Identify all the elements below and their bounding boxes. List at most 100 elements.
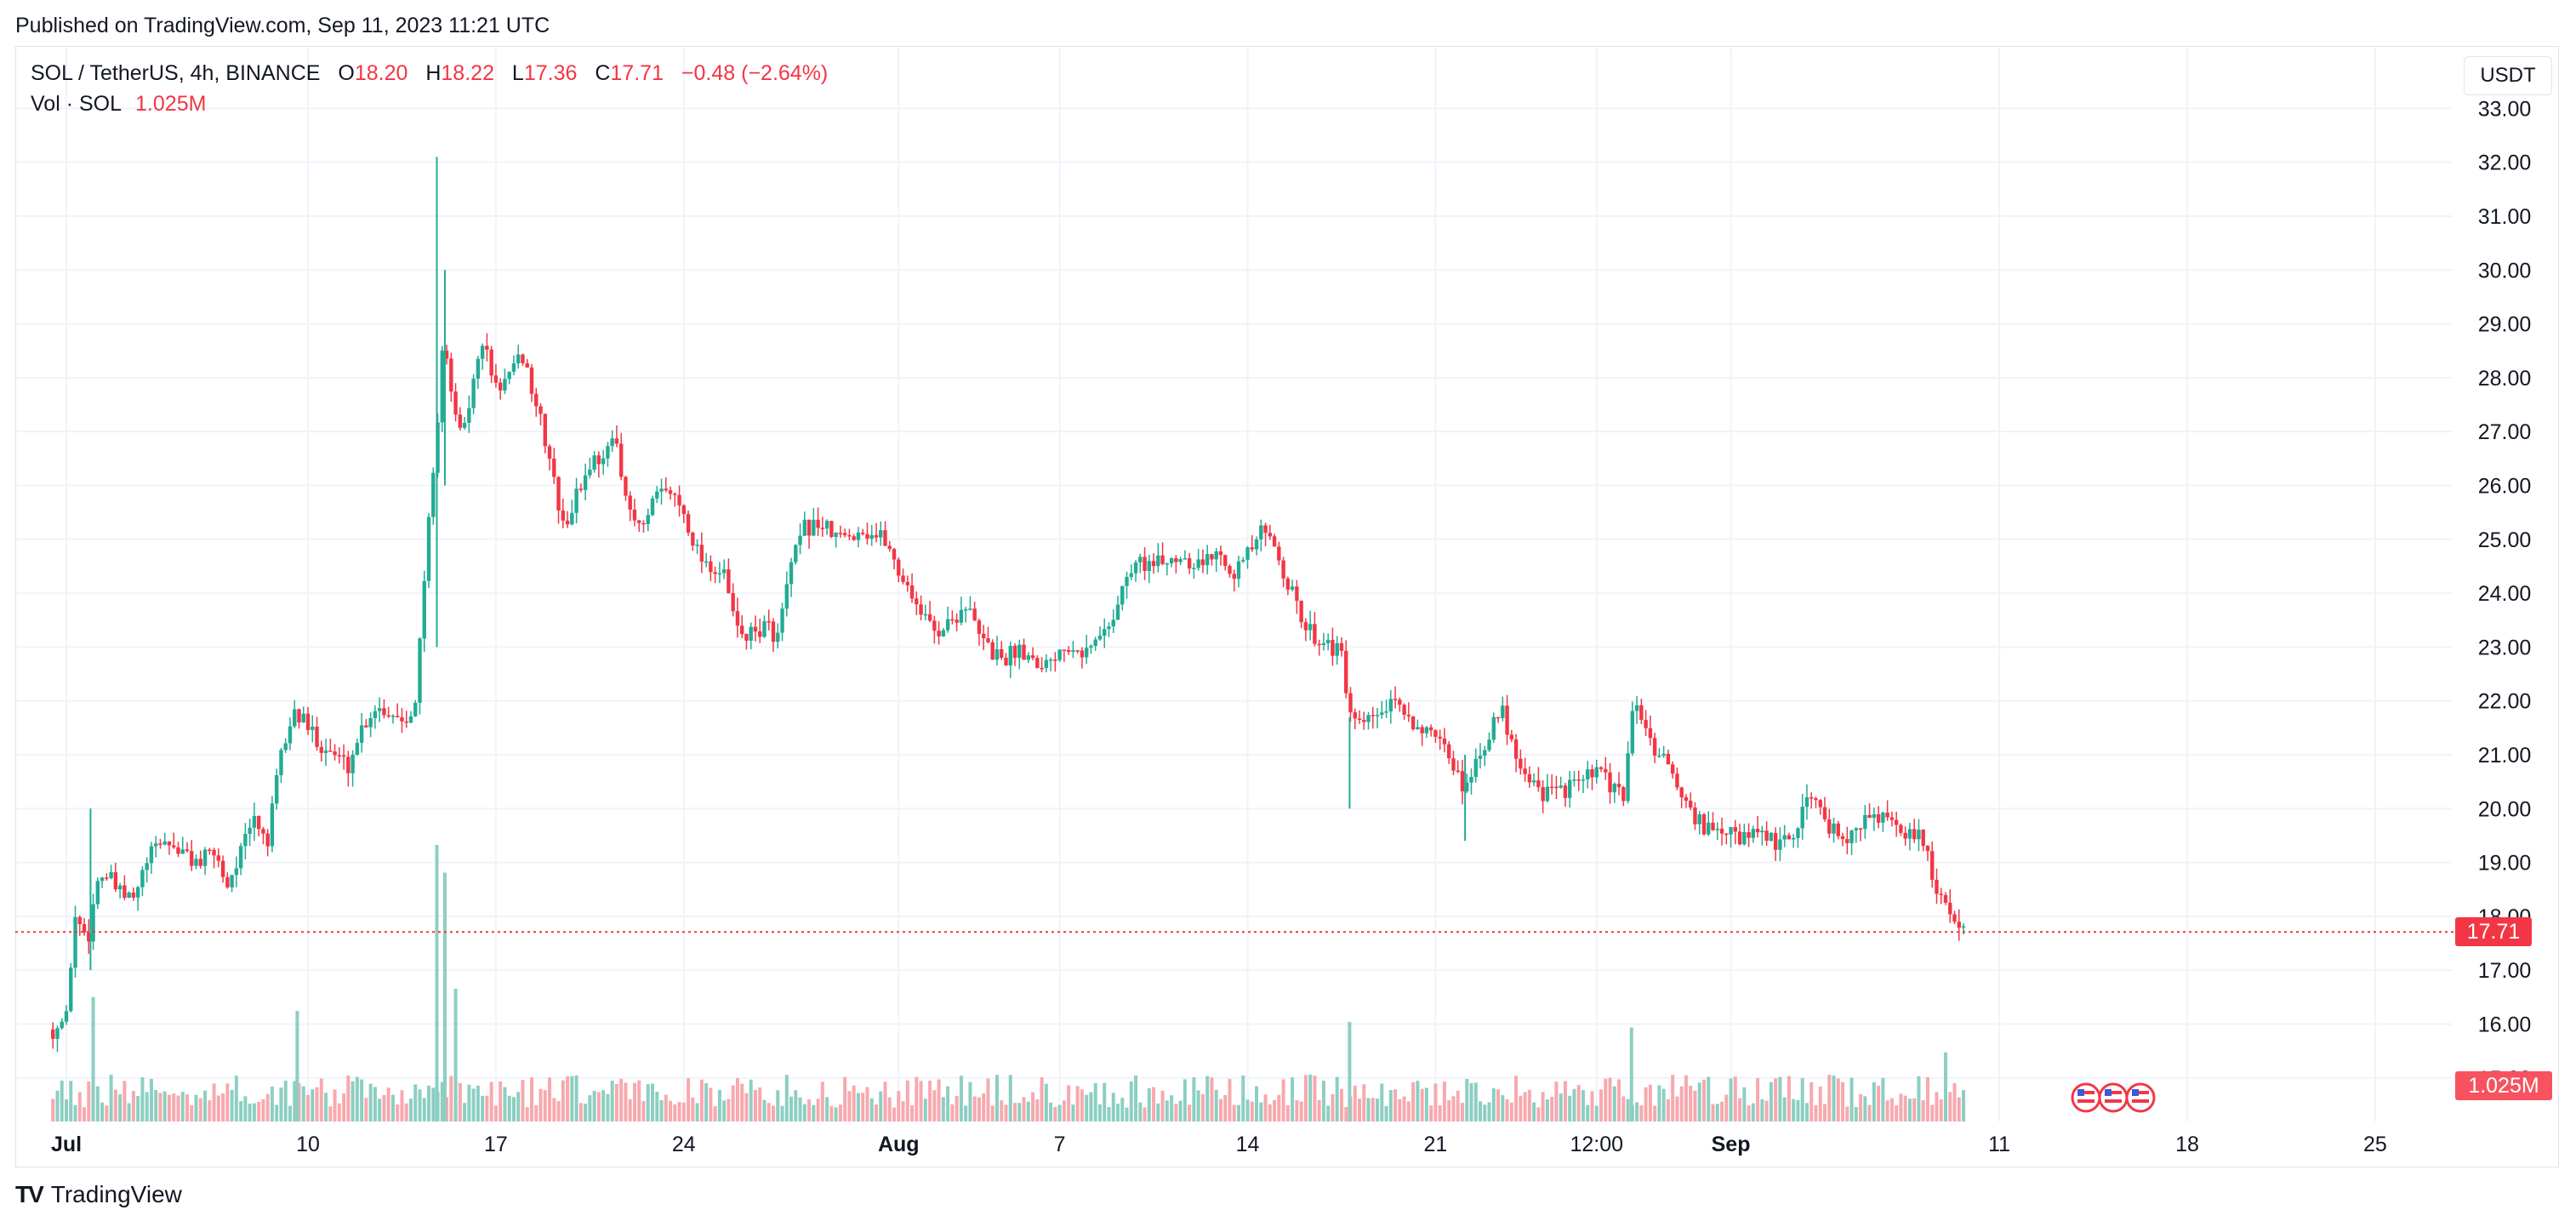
candle-body	[1697, 814, 1701, 825]
volume-bar	[172, 1093, 176, 1121]
candle-body	[1581, 779, 1586, 781]
volume-bar	[1599, 1089, 1604, 1121]
volume-bar	[1402, 1096, 1406, 1121]
y-tick-label: 32.00	[2478, 151, 2532, 175]
candle-body	[879, 530, 883, 538]
volume-bar	[1756, 1078, 1760, 1121]
volume-bar	[574, 1075, 578, 1121]
candle-body	[1321, 642, 1326, 646]
candle-body	[140, 870, 145, 887]
volume-bar	[230, 1089, 234, 1121]
volume-bar	[293, 1081, 297, 1121]
flag-stripe	[2132, 1099, 2149, 1103]
candle-body	[1832, 823, 1836, 834]
candle-body	[1371, 715, 1375, 716]
candle-body	[1428, 727, 1433, 731]
volume-bar	[596, 1092, 601, 1121]
candle-body	[131, 892, 136, 898]
candle-body	[1586, 769, 1590, 779]
volume-bar	[1115, 1104, 1120, 1121]
candle-body	[709, 561, 713, 573]
candle-body	[968, 608, 972, 610]
candle-body	[1089, 646, 1093, 648]
volume-bar	[1366, 1098, 1371, 1121]
candle-body	[1921, 830, 1925, 847]
candle-body	[480, 345, 485, 359]
volume-bar	[646, 1084, 650, 1121]
volume-bar	[1245, 1099, 1250, 1121]
candle-body	[856, 532, 861, 540]
candle-body	[1594, 767, 1599, 778]
flag-canton	[2077, 1089, 2084, 1096]
candle-body	[1026, 655, 1030, 660]
footer-brand[interactable]: TV TradingView	[15, 1181, 182, 1208]
candle-body	[695, 545, 699, 546]
candle-body	[1943, 894, 1948, 903]
candle-body	[1483, 750, 1487, 756]
candle-body	[1531, 780, 1536, 783]
candle-body	[1210, 554, 1214, 560]
volume-bar	[1447, 1099, 1451, 1121]
candle-body	[959, 609, 964, 623]
candle-body	[762, 621, 767, 637]
candle-body	[1935, 879, 1939, 894]
volume-bar	[297, 1082, 301, 1121]
candle-body	[1012, 646, 1017, 659]
candle-body	[288, 726, 293, 744]
candle-body	[1675, 773, 1679, 788]
currency-button[interactable]: USDT	[2464, 56, 2552, 95]
x-tick-label: 12:00	[1570, 1133, 1623, 1156]
symbol-name[interactable]: SOL / TetherUS, 4h, BINANCE	[31, 61, 321, 85]
volume-bar	[1648, 1084, 1652, 1121]
candle-body	[1827, 819, 1832, 834]
volume-bar	[865, 1087, 869, 1121]
high-label: H	[425, 61, 442, 85]
open-value: 18.20	[354, 61, 408, 85]
volume-bar	[758, 1087, 762, 1121]
candle-body	[1388, 699, 1393, 712]
volume-spike	[442, 872, 447, 1121]
volume-bar	[149, 1078, 153, 1121]
volume-bar	[1174, 1104, 1178, 1121]
candle-body	[1295, 586, 1299, 602]
candle-body	[1604, 768, 1608, 773]
volume-bar	[1724, 1094, 1729, 1121]
volume-bar	[1331, 1094, 1335, 1121]
volume-bar	[1344, 1106, 1348, 1121]
volume-bar	[789, 1096, 794, 1121]
volume-bar	[1057, 1104, 1062, 1121]
candle-body	[610, 438, 614, 447]
x-tick-label: 11	[1988, 1133, 2010, 1156]
volume-bar	[252, 1103, 256, 1121]
volume-bar	[342, 1093, 346, 1121]
candle-body	[1648, 728, 1653, 739]
candle-body	[194, 859, 198, 866]
volume-bar	[1796, 1099, 1800, 1121]
candle-body	[1693, 808, 1697, 825]
candle-body	[1523, 768, 1527, 774]
volume-bar	[481, 1095, 485, 1121]
candle-body	[1630, 711, 1635, 754]
candle-body	[208, 849, 212, 852]
volume-bar	[525, 1107, 529, 1121]
candle-body	[301, 713, 305, 723]
candle-body	[744, 634, 749, 641]
candle-body	[1912, 829, 1917, 840]
volume-bar	[798, 1097, 802, 1121]
volume-bar	[619, 1079, 624, 1121]
candle-body	[1644, 720, 1648, 728]
candle-body	[1442, 738, 1447, 745]
volume-bar	[1957, 1097, 1961, 1121]
chart-frame[interactable]	[15, 46, 2559, 1167]
candle-body	[1707, 822, 1711, 835]
candle-body	[806, 519, 812, 536]
candle-body	[1375, 715, 1380, 716]
candle-body	[373, 711, 378, 718]
candle-body	[1478, 756, 1483, 759]
volume-bar	[869, 1098, 874, 1121]
flag-canton	[2132, 1089, 2139, 1096]
volume-bar	[360, 1079, 364, 1121]
candle-body	[937, 631, 941, 636]
volume-bar	[1035, 1099, 1040, 1121]
